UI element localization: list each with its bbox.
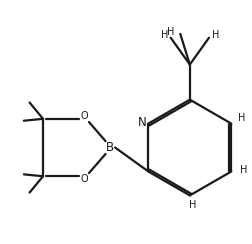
Text: H: H [161,30,168,40]
Text: O: O [81,111,88,121]
Text: H: H [167,27,174,37]
Text: N: N [138,116,146,129]
Text: H: H [212,30,219,40]
Text: H: H [189,200,197,210]
Text: B: B [106,141,114,154]
Text: H: H [240,165,247,175]
Text: O: O [81,174,88,184]
Text: H: H [238,113,246,123]
